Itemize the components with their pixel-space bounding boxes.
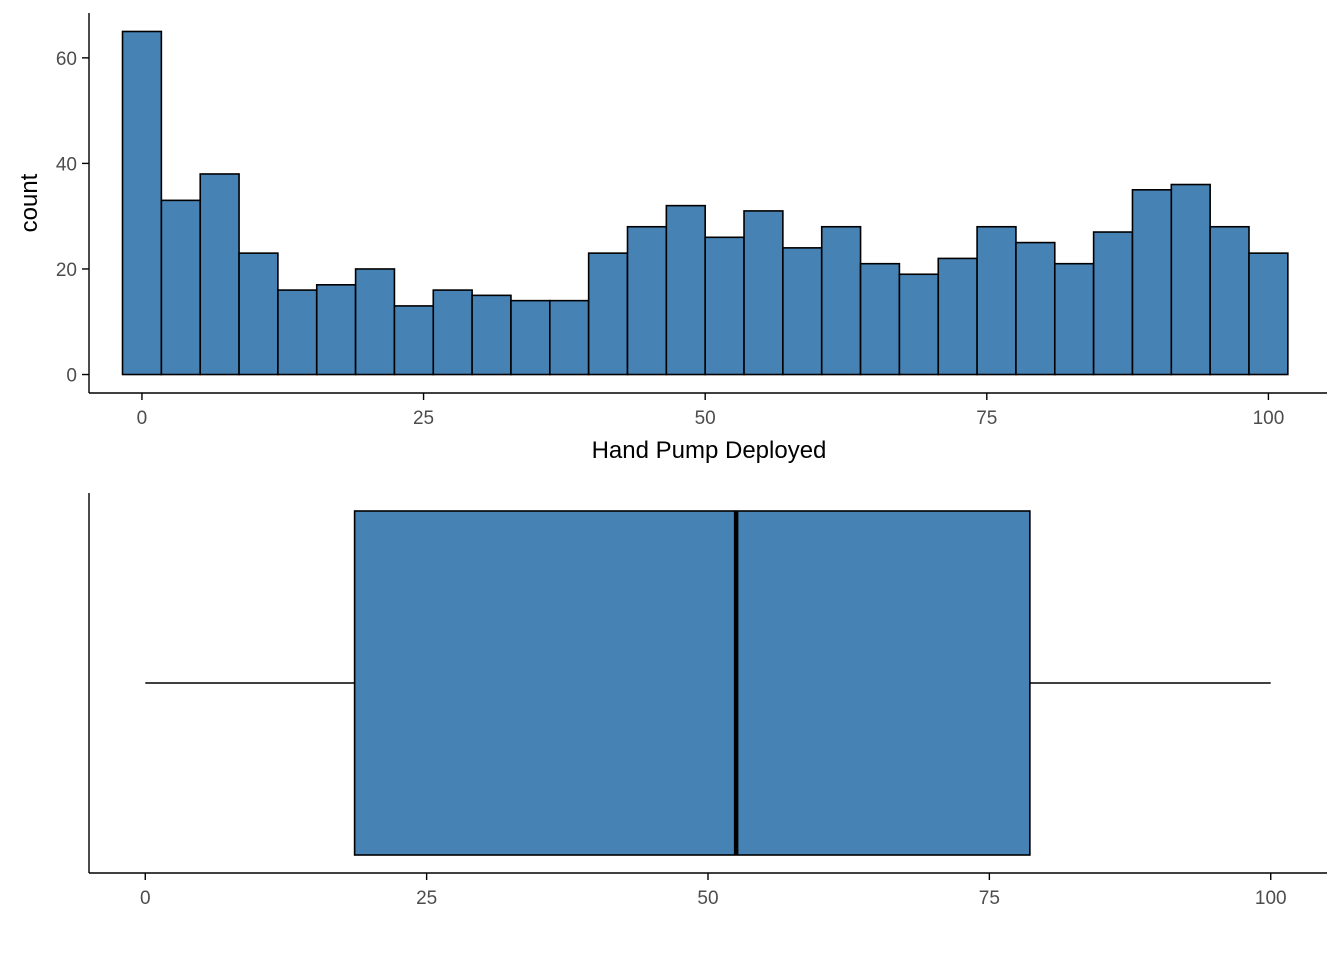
histogram-bar [1209, 225, 1250, 376]
boxplot-panel: 0 25 50 75 100 [88, 493, 1327, 909]
histogram-bar [859, 262, 901, 376]
histogram-bar [471, 294, 512, 376]
histogram-bar [976, 225, 1017, 376]
boxplot-box [353, 510, 1031, 856]
histogram-bar [1015, 241, 1056, 376]
histogram-y-tick-label: 20 [56, 260, 77, 281]
histogram-x-tick-label: 0 [137, 408, 148, 429]
histogram-bar [704, 236, 745, 376]
histogram-bar [820, 225, 862, 376]
histogram-bar [354, 268, 396, 376]
histogram-bar [160, 199, 202, 376]
boxplot-x-tick-label: 100 [1255, 888, 1287, 909]
boxplot-x-tick-label: 50 [697, 888, 718, 909]
histogram-bar [937, 257, 978, 376]
histogram-x-ticks: 0 25 50 75 100 [137, 393, 1285, 429]
boxplot-x-ticks: 0 25 50 75 100 [140, 873, 1287, 909]
boxplot-x-tick-label: 25 [416, 888, 437, 909]
histogram-bar [743, 210, 784, 376]
histogram-bar [1053, 262, 1095, 376]
histogram-bar [393, 305, 435, 376]
histogram-bar [238, 252, 279, 376]
histogram-y-tick-label: 40 [56, 154, 77, 175]
histogram-bar [199, 173, 240, 376]
histogram-y-ticks: 0 20 40 60 [56, 49, 89, 387]
boxplot-x-tick-label: 0 [140, 888, 151, 909]
histogram-bar [549, 299, 590, 376]
histogram-bar [1092, 231, 1134, 376]
histogram-bar [510, 299, 551, 376]
histogram-bar [315, 284, 357, 376]
histogram-bar [665, 204, 706, 376]
histogram-y-axis-title: count [16, 173, 43, 232]
histogram-bar [782, 247, 823, 376]
histogram-x-tick-label: 75 [976, 408, 997, 429]
boxplot-marks [145, 510, 1271, 856]
histogram-bar [1170, 183, 1211, 376]
histogram-x-axis-title: Hand Pump Deployed [592, 437, 827, 464]
histogram-x-tick-label: 50 [695, 408, 716, 429]
histogram-bar [898, 273, 940, 376]
histogram-bars [121, 30, 1289, 376]
histogram-x-tick-label: 25 [413, 408, 434, 429]
histogram-x-tick-label: 100 [1253, 408, 1285, 429]
histogram-bar [277, 289, 318, 376]
histogram-bar [626, 225, 668, 376]
histogram-y-tick-label: 0 [66, 366, 77, 387]
histogram-bar [121, 30, 163, 376]
histogram-y-tick-label: 60 [56, 49, 77, 70]
histogram-bar [1248, 252, 1289, 376]
histogram-bar [587, 252, 629, 376]
histogram-bar [1131, 189, 1173, 376]
histogram-panel: 0 25 50 75 100 0 20 40 60 Hand Pump Deployed co… [16, 13, 1327, 464]
boxplot-x-tick-label: 75 [979, 888, 1000, 909]
histogram-bar [432, 289, 473, 376]
